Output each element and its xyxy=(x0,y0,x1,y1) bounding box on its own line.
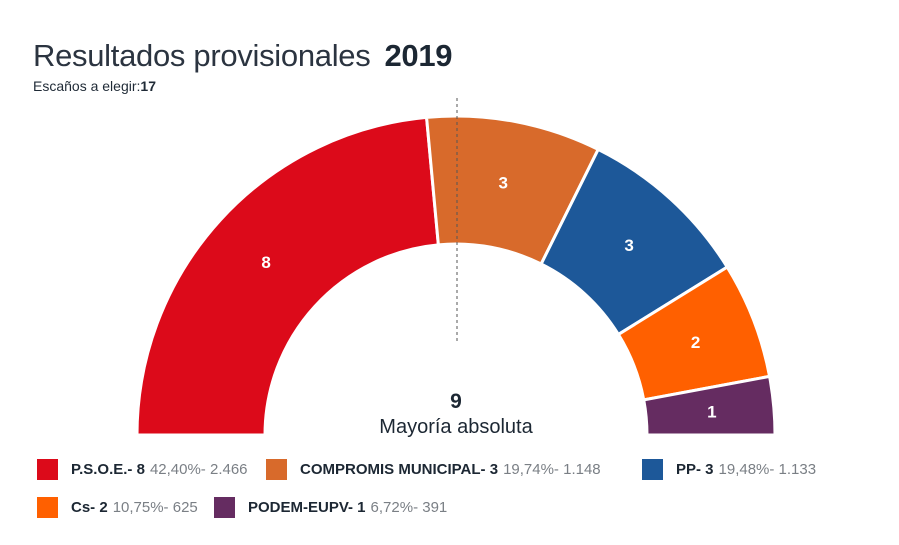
legend-item-pp[interactable]: PP- 3 19,48%- 1.133 xyxy=(642,458,816,480)
legend-name: Cs- 2 xyxy=(71,498,108,516)
legend-swatch xyxy=(37,496,58,518)
legend-item-psoe[interactable]: P.S.O.E.- 8 42,40%- 2.466 xyxy=(37,458,248,480)
legend-name: COMPROMIS MUNICIPAL- 3 xyxy=(300,460,499,478)
legend-stats: 42,40%- 2.466 xyxy=(149,460,248,478)
majority-value: 9 xyxy=(450,390,462,413)
legend-stats: 19,48%- 1.133 xyxy=(718,460,817,478)
legend-stats: 6,72%- 391 xyxy=(370,498,448,516)
legend-swatch xyxy=(266,458,287,480)
segment-p-s-o-e[interactable] xyxy=(135,115,441,437)
segment-seat-label: 3 xyxy=(624,236,633,255)
seats-total: 17 xyxy=(140,78,156,94)
legend-name: PP- 3 xyxy=(676,460,714,478)
chart-segment-labels: 8 3 3 2 1 xyxy=(261,173,716,421)
legend-swatch xyxy=(37,458,58,480)
seats-label: Escaños a elegir: xyxy=(33,78,141,94)
legend-name: P.S.O.E.- 8 xyxy=(71,460,145,478)
title-text: Resultados provisionales xyxy=(33,38,371,73)
legend-swatch xyxy=(214,496,235,518)
legend-swatch xyxy=(642,458,663,480)
legend-stats: 19,74%- 1.148 xyxy=(503,460,601,478)
legend-item-compromis[interactable]: COMPROMIS MUNICIPAL- 3 19,74%- 1.148 xyxy=(266,458,601,480)
segment-seat-label: 2 xyxy=(691,333,700,352)
majority-label: Mayoría absoluta xyxy=(379,416,533,438)
seats-to-elect: Escaños a elegir:17 xyxy=(33,78,156,94)
chart-segments xyxy=(135,114,777,437)
segment-podem-eupv[interactable] xyxy=(641,374,777,437)
segment-seat-label: 3 xyxy=(498,173,507,192)
page-title: Resultados provisionales 2019 xyxy=(33,38,453,74)
legend-name: PODEM-EUPV- 1 xyxy=(248,498,366,516)
title-year: 2019 xyxy=(384,38,453,73)
legend-item-podem[interactable]: PODEM-EUPV- 1 6,72%- 391 xyxy=(214,496,447,518)
segment-seat-label: 1 xyxy=(707,402,716,421)
segment-seat-label: 8 xyxy=(261,253,270,272)
legend-stats: 10,75%- 625 xyxy=(112,498,198,516)
legend-item-cs[interactable]: Cs- 2 10,75%- 625 xyxy=(37,496,198,518)
